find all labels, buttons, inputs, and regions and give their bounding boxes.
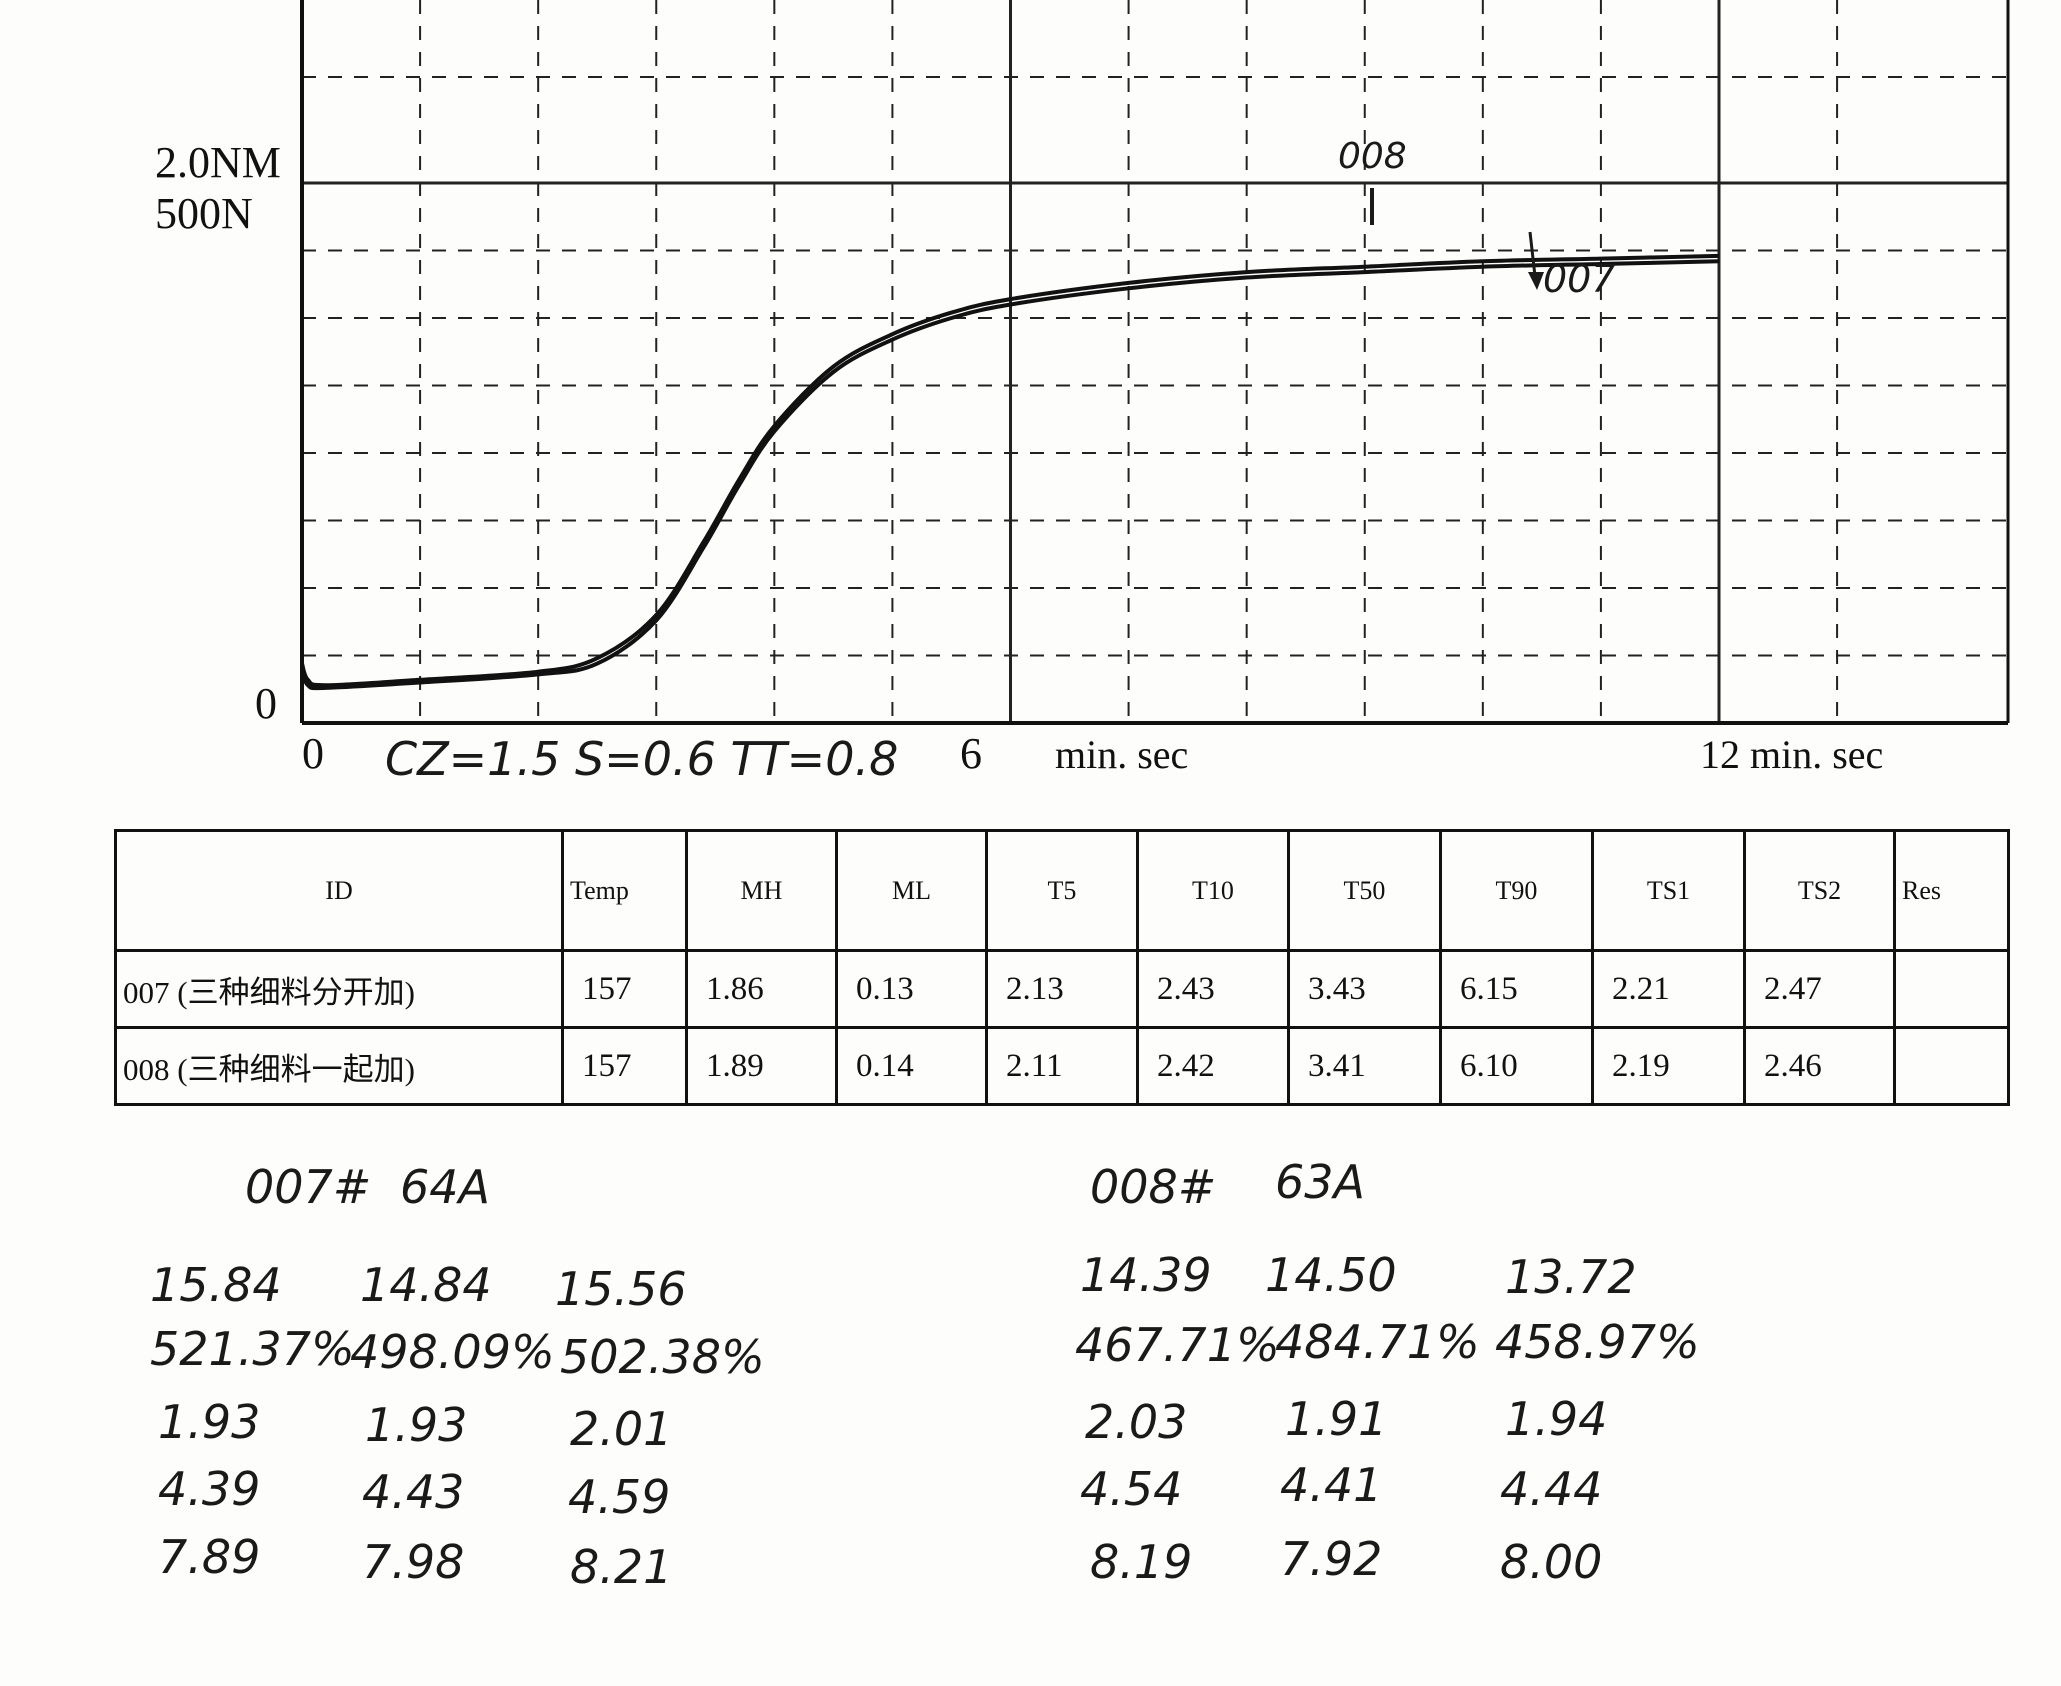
x-axis-end-label: 12 min. sec [1700, 732, 1883, 777]
note-value: 2.01 [570, 1402, 673, 1456]
column-header-ts2: TS2 [1743, 829, 1896, 952]
chart-frame [300, 0, 2010, 725]
column-header-ts1: TS1 [1591, 829, 1746, 952]
column-header-t10: T10 [1136, 829, 1290, 952]
x-axis-mid-unit-label: min. sec [1055, 732, 1188, 777]
cell-t10: 2.42 [1136, 1026, 1290, 1106]
note-value: 484.71% [1275, 1315, 1480, 1369]
note-value: 4.41 [1280, 1458, 1383, 1512]
cell-t10: 2.43 [1136, 949, 1290, 1029]
note-value: 14.39 [1080, 1248, 1212, 1302]
column-header-temp: Temp [561, 829, 688, 952]
cell-id: 007 (三种细料分开加) [114, 949, 564, 1029]
note-value: 4.43 [362, 1465, 465, 1519]
cell-t90: 6.15 [1439, 949, 1594, 1029]
column-header-id: ID [114, 829, 564, 952]
cell-res [1893, 949, 2010, 1029]
chart-series-group [300, 253, 1720, 691]
series-label-008: 008 [1338, 136, 1407, 225]
note-value: 458.97% [1495, 1315, 1700, 1369]
note-value: 1.94 [1505, 1392, 1608, 1446]
note-value: 498.09% [350, 1325, 555, 1379]
note-value: 4.59 [568, 1470, 671, 1524]
column-header-t5: T5 [985, 829, 1139, 952]
note-value: 8.00 [1500, 1535, 1603, 1589]
note-value: 7.98 [362, 1535, 465, 1589]
series-line-008 [300, 253, 1720, 688]
y-axis-zero-label: 0 [255, 679, 277, 728]
note-value: 14.50 [1265, 1248, 1397, 1302]
cell-t5: 2.11 [985, 1026, 1139, 1106]
series-line-007 [300, 259, 1720, 691]
hardness-007: 64A [400, 1160, 491, 1214]
cell-temp: 157 [561, 949, 688, 1029]
series-label-008-text: 008 [1338, 136, 1407, 177]
cell-ts1: 2.19 [1591, 1026, 1746, 1106]
note-value: 8.21 [570, 1540, 673, 1594]
y-axis-label-force: 500N [155, 189, 253, 238]
note-value: 4.39 [158, 1462, 261, 1516]
cell-id: 008 (三种细料一起加) [114, 1026, 564, 1106]
note-value: 1.93 [365, 1398, 468, 1452]
cell-res [1893, 1026, 2010, 1106]
note-value: 15.84 [150, 1258, 282, 1312]
cell-mh: 1.89 [685, 1026, 838, 1106]
note-value: 13.72 [1505, 1250, 1637, 1304]
note-value: 467.71% [1075, 1318, 1280, 1372]
column-header-mh: MH [685, 829, 838, 952]
hardness-008: 63A [1275, 1155, 1366, 1209]
note-value: 14.84 [360, 1258, 492, 1312]
table-row: 008 (三种细料一起加) 157 1.89 0.14 2.11 2.42 3.… [114, 1026, 2010, 1106]
cell-ml: 0.14 [835, 1026, 988, 1106]
note-value: 8.19 [1090, 1535, 1193, 1589]
cell-temp: 157 [561, 1026, 688, 1106]
y-axis-label-torque: 2.0NM [155, 138, 281, 187]
table-row: 007 (三种细料分开加) 157 1.86 0.13 2.13 2.43 3.… [114, 949, 2010, 1029]
column-header-t50: T50 [1287, 829, 1442, 952]
note-value: 7.89 [158, 1530, 261, 1584]
cell-t50: 3.43 [1287, 949, 1442, 1029]
x-axis-mid-tick-label: 6 [960, 729, 982, 778]
cell-t5: 2.13 [985, 949, 1139, 1029]
cell-mh: 1.86 [685, 949, 838, 1029]
cell-ml: 0.13 [835, 949, 988, 1029]
note-value: 4.54 [1080, 1462, 1183, 1516]
note-value: 4.44 [1500, 1462, 1603, 1516]
cell-t90: 6.10 [1439, 1026, 1594, 1106]
series-label-007-text: 007 [1543, 257, 1616, 301]
chart-grid [302, 0, 2008, 723]
cure-results-table: ID Temp MH ML T5 T10 T50 T90 TS1 TS2 Res… [114, 829, 2010, 1106]
note-value: 15.56 [555, 1262, 687, 1316]
note-value: 1.91 [1285, 1392, 1388, 1446]
table-header-row: ID Temp MH ML T5 T10 T50 T90 TS1 TS2 Res [114, 829, 2010, 952]
cell-ts2: 2.47 [1743, 949, 1896, 1029]
note-value: 521.37% [150, 1322, 355, 1376]
column-header-res: Res [1893, 829, 2010, 952]
cure-curve-chart: 2.0NM 500N 0 0 6 min. sec 12 min. sec CZ… [155, 0, 2010, 786]
series-label-007: 007 [1528, 231, 1616, 301]
cell-t50: 3.41 [1287, 1026, 1442, 1106]
sample-id-008: 008# [1090, 1160, 1217, 1214]
handwritten-test-params: CZ=1.5 S=0.6 TT=0.8 [385, 732, 898, 786]
sample-id-007: 007# [245, 1160, 372, 1214]
note-value: 2.03 [1085, 1395, 1188, 1449]
column-header-ml: ML [835, 829, 988, 952]
cell-ts1: 2.21 [1591, 949, 1746, 1029]
series-label-007-arrowhead [1528, 272, 1544, 290]
note-value: 502.38% [560, 1330, 765, 1384]
cell-ts2: 2.46 [1743, 1026, 1896, 1106]
note-value: 7.92 [1280, 1532, 1383, 1586]
column-header-t90: T90 [1439, 829, 1594, 952]
note-value: 1.93 [158, 1395, 261, 1449]
x-axis-origin-label: 0 [302, 729, 324, 778]
